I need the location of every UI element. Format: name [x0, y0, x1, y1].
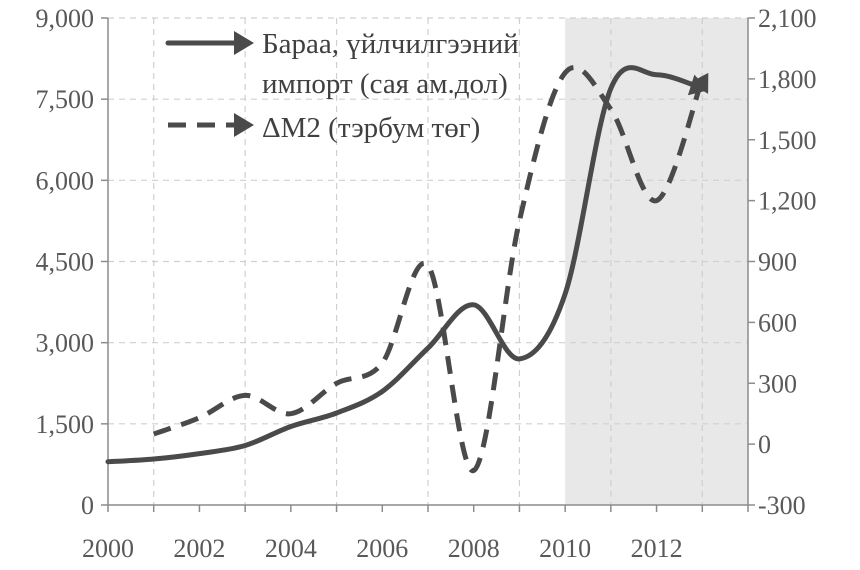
x-tick-label: 2004: [265, 534, 317, 563]
legend-arrow: [234, 31, 254, 55]
right-tick-label: -300: [758, 491, 806, 520]
right-axis-ticks: -300 0 300 600 900 1,200 1,500 1,800 2,100: [758, 4, 817, 520]
legend-arrow: [234, 113, 254, 137]
m2-series-arrow: [689, 72, 709, 94]
left-tick-label: 0: [81, 491, 94, 520]
left-tick-label: 1,500: [36, 410, 95, 439]
x-tick-label: 2000: [82, 534, 134, 563]
legend-label: импорт (сая ам.дол): [262, 68, 508, 100]
right-tick-label: 300: [758, 369, 797, 398]
legend-label: Бараа, үйлчилгээний: [262, 28, 519, 60]
left-tick-label: 3,000: [36, 329, 95, 358]
left-tick-label: 7,500: [36, 85, 95, 114]
left-tick-label: 6,000: [36, 166, 95, 195]
legend: Бараа, үйлчилгээний импорт (сая ам.дол) ΔM…: [165, 28, 519, 144]
right-tick-label: 2,100: [758, 4, 817, 33]
left-axis-ticks: 0 1,500 3,000 4,500 6,000 7,500 9,000: [36, 4, 95, 520]
x-tick-label: 2008: [448, 534, 500, 563]
axes: [101, 17, 755, 512]
right-tick-label: 1,800: [758, 65, 817, 94]
x-tick-label: 2006: [356, 534, 408, 563]
x-axis-ticks: 2000 2002 2004 2006 2008 2010 2012: [82, 534, 683, 563]
right-tick-label: 600: [758, 308, 797, 337]
right-tick-label: 900: [758, 248, 797, 277]
imports-series-line: [105, 65, 705, 465]
left-tick-label: 9,000: [36, 4, 95, 33]
m2-series-line: [152, 64, 705, 474]
right-tick-label: 0: [758, 430, 771, 459]
legend-label: ΔM2 (тэрбум төг): [262, 112, 480, 144]
x-tick-label: 2002: [173, 534, 225, 563]
right-tick-label: 1,500: [758, 126, 817, 155]
x-tick-label: 2012: [631, 534, 683, 563]
right-tick-label: 1,200: [758, 187, 817, 216]
left-tick-label: 4,500: [36, 248, 95, 277]
x-tick-label: 2010: [539, 534, 591, 563]
series-layer: [105, 64, 709, 474]
